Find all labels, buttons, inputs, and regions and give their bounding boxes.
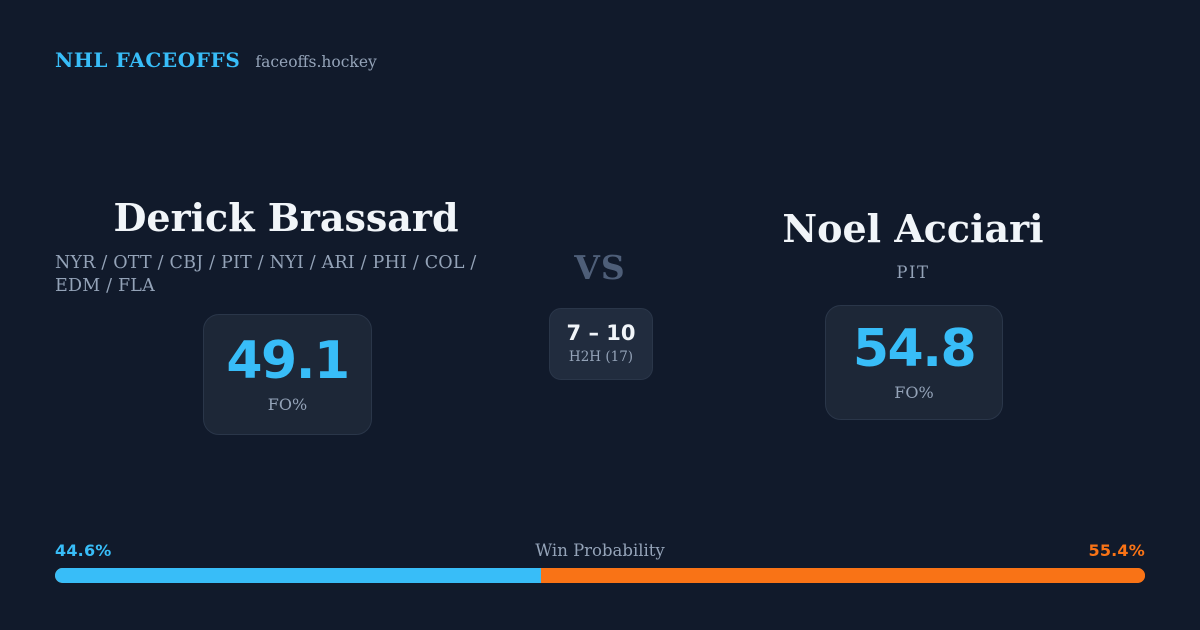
player-left-fo-label: FO% — [267, 395, 308, 414]
win-prob-title: Win Probability — [535, 541, 665, 560]
win-prob-bar-blue-segment — [55, 568, 542, 583]
player-right-fo-label: FO% — [894, 383, 934, 402]
win-prob-left-pct: 44.6% — [55, 541, 112, 560]
player-right-teams: PIT — [896, 263, 930, 282]
player-left-teams: NYR / OTT / CBJ / PIT / NYI / ARI / PHI … — [55, 253, 477, 297]
win-prob-bar-orange-segment — [541, 568, 1145, 583]
win-prob-right-pct: 55.4% — [1088, 541, 1145, 560]
vs-label: VS — [574, 248, 626, 287]
player-left-stat-card: 49.1 FO% — [203, 314, 372, 435]
site-url: faceoffs.hockey — [255, 53, 377, 71]
player-left-name: Derick Brassard — [113, 195, 459, 240]
player-right-stat-card: 54.8 FO% — [825, 305, 1003, 420]
h2h-card: 7 – 10 H2H (17) — [549, 308, 653, 380]
header: NHL FACEOFFS faceoffs.hockey — [55, 48, 377, 72]
h2h-score: 7 – 10 — [566, 321, 636, 345]
player-right-fo-value: 54.8 — [852, 319, 977, 379]
player-right-name: Noel Acciari — [782, 206, 1044, 251]
h2h-label: H2H (17) — [568, 349, 634, 365]
win-prob-bar — [55, 568, 1145, 583]
player-left-fo-value: 49.1 — [226, 331, 350, 391]
brand-title: NHL FACEOFFS — [55, 48, 241, 72]
